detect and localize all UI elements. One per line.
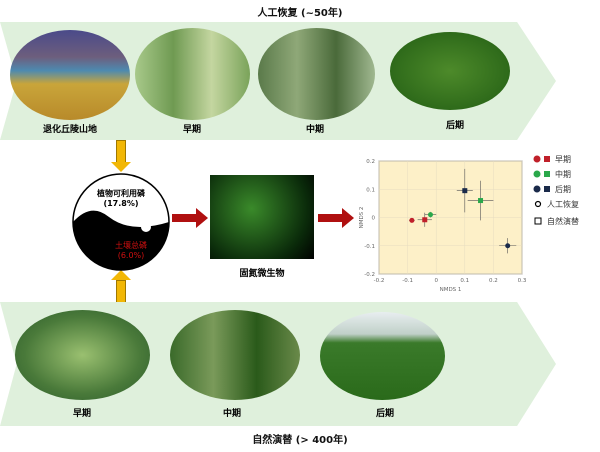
early-natural-photo [15,310,150,400]
stage-label: 早期 [72,409,91,419]
stage-label: 早期 [182,125,201,135]
legend-shape-circle [534,200,542,208]
legend-shape-square [534,217,542,225]
x-tick-label: -0.1 [402,278,413,284]
red-arrow [172,214,198,222]
data-point-square [478,198,484,204]
y-tick-label: 0.2 [366,159,375,165]
late-natural-photo [320,312,445,400]
bottom-title: 自然演替 (> 400年) [252,435,348,446]
red-arrow-head [196,208,208,228]
microbe-image [210,175,314,259]
legend-square [544,171,550,177]
mid-plantation-photo [258,28,375,120]
data-point-square [462,188,468,194]
data-point-circle [409,217,415,223]
top-title: 人工恢复 (~50年) [257,8,343,19]
stage-label: 后期 [445,121,464,131]
soil-p-value: (6.0%) [117,251,145,260]
late-plantation-photo [390,32,510,110]
nmds-chart: -0.2 -0.1 0 0.1 0.2 0.3 0.2 0.1 0 -0.1 -0.2 NMDS 1 N… [359,155,579,293]
y-axis-label: NMDS 2 [359,207,365,229]
degraded-hill-photo [10,30,130,120]
x-axis-label: NMDS 1 [440,287,462,293]
x-tick-label: 0 [434,278,438,284]
x-tick-label: 0.2 [489,278,498,284]
mid-natural-photo [170,310,300,400]
stage-label: 后期 [375,409,394,419]
legend-square [544,156,550,162]
legend-circle [533,185,541,193]
legend-circle [533,155,541,163]
data-point-circle [427,212,433,218]
legend-label: 自然演替 [547,216,579,226]
up-arrow [116,280,126,304]
soil-total-p: 土壤总磷 (6.0%) [101,240,161,260]
legend-circle [533,170,541,178]
legend-label: 人工恢复 [547,199,579,209]
early-plantation-photo [135,28,250,120]
legend-label: 后期 [555,184,571,194]
plant-p-label: 植物可利用磷 [97,189,145,198]
down-arrow-head [111,162,131,172]
plant-p-value: (17.8%) [103,199,139,208]
stage-label: 中期 [222,409,241,419]
legend-label: 中期 [555,169,571,179]
y-tick-label: 0 [372,216,376,222]
data-point-square [422,217,428,223]
stage-label: 中期 [305,125,324,135]
legend-label: 早期 [555,155,571,164]
soil-p-label: 土壤总磷 [115,241,147,250]
red-arrow-head [342,208,354,228]
y-tick-label: -0.1 [364,244,375,250]
yin-yang-icon [72,173,170,271]
legend-square [544,186,550,192]
y-tick-label: -0.2 [364,272,375,278]
x-tick-label: 0.1 [460,278,469,284]
stage-label: 退化丘陵山地 [42,125,97,135]
up-arrow-head [111,270,131,280]
down-arrow [116,140,126,164]
red-arrow [318,214,344,222]
data-point-circle [505,243,511,249]
x-tick-label: -0.2 [374,278,385,284]
y-tick-label: 0.1 [366,187,375,193]
microbe-label: 固氮微生物 [239,269,285,279]
plant-available-p: 植物可利用磷 (17.8%) [81,188,161,208]
x-tick-label: 0.3 [518,278,527,284]
